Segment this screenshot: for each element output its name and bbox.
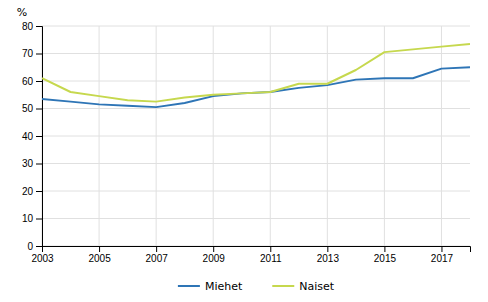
x-axis-tick-mark: [270, 246, 271, 252]
x-axis-tick-label: 2007: [146, 253, 169, 264]
x-axis-tick-mark: [99, 246, 100, 252]
grid-line-y: [42, 81, 470, 82]
x-axis-tick-label: 2013: [317, 253, 340, 264]
series-group: [42, 44, 470, 107]
y-axis-tick-label: 40: [22, 131, 34, 142]
grid-line-x: [213, 26, 214, 246]
x-axis-tick: 2013: [317, 246, 340, 264]
x-axis-tick: 2007: [146, 246, 169, 264]
legend-label: Naiset: [299, 280, 335, 293]
grid-line-y: [42, 108, 470, 109]
y-axis-tick-mark: [36, 246, 42, 247]
grid-line-x: [327, 26, 328, 246]
x-axis-tick: 2009: [203, 246, 226, 264]
y-axis-tick-mark: [36, 191, 42, 192]
y-axis-tick: 60: [22, 76, 42, 87]
y-axis-tick-label: 70: [22, 48, 34, 59]
y-axis-line: [36, 27, 43, 247]
x-axis-tick-label: 2011: [260, 253, 282, 264]
grid-line-x: [270, 26, 271, 246]
grid-line-x: [384, 26, 385, 246]
x-axis-tick-mark: [327, 246, 328, 252]
grid-line-y: [42, 218, 470, 219]
grid-line-y: [42, 53, 470, 54]
grid-line-y: [42, 163, 470, 164]
y-axis-tick: 50: [22, 103, 42, 114]
x-axis-tick-label: 2017: [431, 253, 454, 264]
y-axis-tick-mark: [36, 164, 42, 165]
x-axis-tick: 2005: [88, 246, 111, 264]
x-axis-tick: 2011: [260, 246, 282, 264]
y-axis-tick-mark: [36, 26, 42, 27]
x-axis-tick: 2003: [31, 246, 54, 264]
y-axis-tick-label: 30: [22, 158, 34, 169]
x-axis-tick-label: 2003: [31, 253, 54, 264]
y-axis-tick: 10: [22, 213, 42, 224]
legend-item: Miehet: [178, 280, 243, 293]
grid-line-y: [42, 136, 470, 137]
y-axis-tick-mark: [36, 109, 42, 110]
y-axis-tick-label: 10: [22, 213, 34, 224]
y-axis-tick: 40: [22, 131, 42, 142]
x-axis-tick-mark: [213, 246, 214, 252]
legend-label: Miehet: [205, 280, 243, 293]
legend-swatch: [178, 285, 200, 287]
x-axis: 2003 2005 2007 2009 2011 2013 2015 2017: [31, 246, 470, 264]
grid-line-y: [42, 26, 470, 27]
x-axis-tick-mark: [384, 246, 385, 252]
y-axis-label: %: [17, 6, 27, 19]
grid: [42, 26, 470, 246]
y-axis-tick-mark: [36, 54, 42, 55]
chart: 2003 2005 2007 2009 2011 2013 2015 2017 0 10 20 30 4…: [0, 0, 488, 302]
x-axis-tick-label: 2015: [374, 253, 397, 264]
plot: 2003 2005 2007 2009 2011 2013 2015 2017 0 10 20 30 4…: [22, 21, 471, 264]
grid-line-y: [42, 191, 470, 192]
y-axis-tick-mark: [36, 136, 42, 137]
x-axis-tick-label: 2005: [88, 253, 111, 264]
y-axis-tick: 80: [22, 21, 42, 32]
grid-line-x: [156, 26, 157, 246]
y-axis-tick: 30: [22, 158, 42, 169]
legend-item: Naiset: [272, 280, 335, 293]
y-axis-tick: 20: [22, 186, 42, 197]
y-axis-tick-label: 60: [22, 76, 34, 87]
x-axis-line: [43, 247, 471, 253]
x-axis-tick-mark: [441, 246, 442, 252]
y-axis-tick-mark: [36, 81, 42, 82]
grid-line-x: [99, 26, 100, 246]
legend-swatch: [272, 285, 294, 287]
x-axis-tick-label: 2009: [203, 253, 226, 264]
y-axis: 0 10 20 30 40 50 60 70 80: [22, 21, 43, 252]
y-axis-tick-label: 50: [22, 103, 34, 114]
x-axis-tick: 2015: [374, 246, 397, 264]
y-axis-tick: 0: [27, 241, 42, 252]
x-axis-tick-mark: [156, 246, 157, 252]
y-axis-tick-label: 0: [27, 241, 33, 252]
series-line: [42, 44, 470, 102]
legend: Miehet Naiset: [178, 280, 335, 293]
y-axis-tick: 70: [22, 48, 42, 59]
series-line: [42, 67, 470, 107]
x-axis-tick: 2017: [431, 246, 454, 264]
grid-line-x: [441, 26, 442, 246]
y-axis-tick-mark: [36, 219, 42, 220]
y-axis-tick-label: 20: [22, 186, 34, 197]
y-axis-tick-label: 80: [22, 21, 34, 32]
